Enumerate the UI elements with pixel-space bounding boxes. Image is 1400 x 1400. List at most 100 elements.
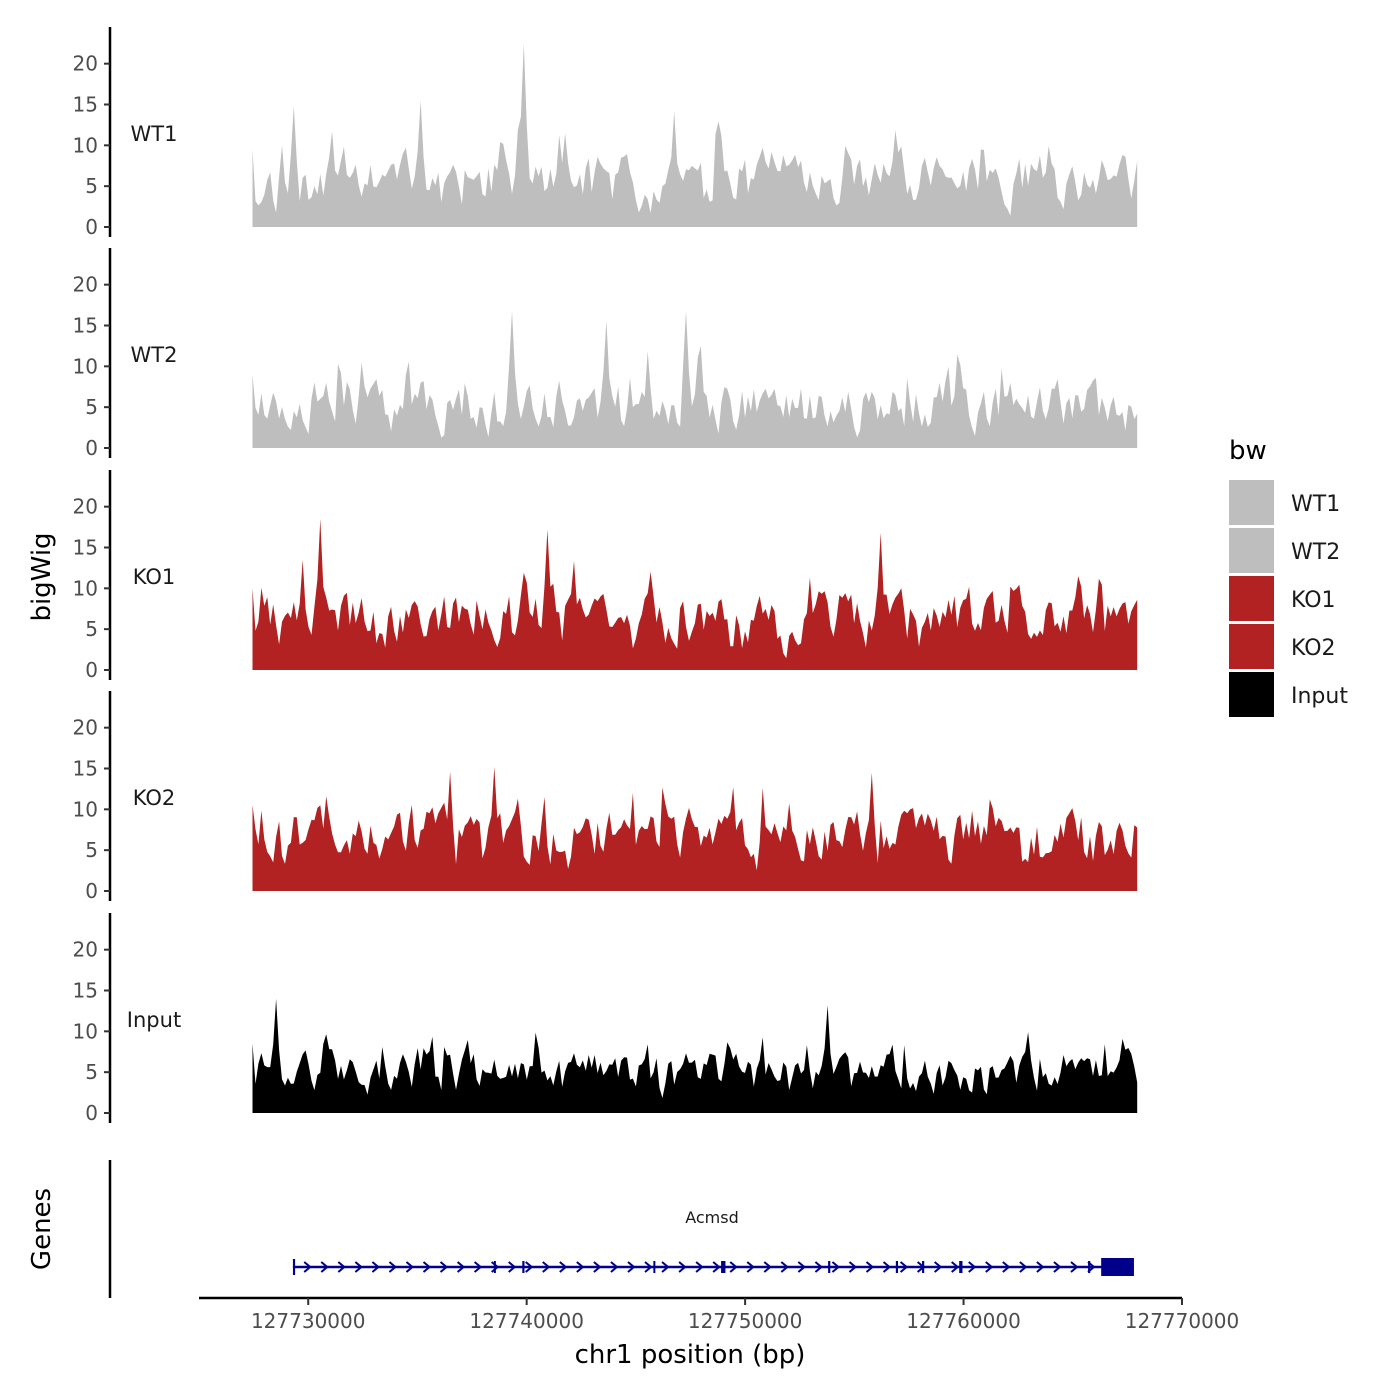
x-ticks: 127730000 127740000 127750000 127760000 1277… [251, 1298, 1239, 1333]
strand-arrow [814, 1261, 823, 1273]
strand-arrow [627, 1261, 636, 1273]
track-wt2: 0 5 10 15 20 WT2 [73, 248, 1138, 460]
gene-exon [895, 1261, 899, 1273]
legend-swatch [1229, 672, 1274, 717]
genes-panel: Acmsd [108, 1160, 1134, 1298]
strand-arrow [661, 1261, 670, 1273]
x-axis: 127730000 127740000 127750000 127760000 1277… [199, 1296, 1239, 1333]
legend-swatch [1229, 624, 1274, 669]
y-tick-label: 20 [73, 52, 98, 76]
y-tick-label: 0 [85, 436, 98, 460]
y-tick-label: 15 [73, 536, 98, 560]
track-input: 0 5 10 15 20 Input [73, 913, 1138, 1125]
legend-swatch [1229, 576, 1274, 621]
legend-swatch [1229, 528, 1274, 573]
strand-arrow [848, 1261, 858, 1273]
signal-area-input [252, 998, 1138, 1113]
strand-arrow [491, 1261, 500, 1273]
y-tick-label: 5 [85, 1060, 98, 1084]
y-tick-label: 10 [73, 354, 98, 378]
strand-arrow [746, 1261, 755, 1273]
strand-arrow [882, 1261, 892, 1273]
gene-exon [292, 1259, 296, 1275]
strand-arrow [1036, 1261, 1045, 1273]
y-tick-label: 15 [73, 757, 98, 781]
strand-arrow [593, 1261, 602, 1273]
y-tick-label: 0 [85, 879, 98, 903]
y-axis-title: bigWig [27, 532, 57, 621]
x-tick-label: 127750000 [688, 1309, 803, 1333]
x-tick-label: 127730000 [251, 1309, 366, 1333]
strand-arrow [831, 1261, 840, 1273]
strand-arrow [1070, 1261, 1079, 1273]
y-tick-label: 15 [73, 93, 98, 117]
x-tick-label: 127740000 [469, 1309, 584, 1333]
strand-arrow [1053, 1261, 1062, 1273]
strand-arrow [899, 1261, 909, 1273]
y-tick-label: 15 [73, 314, 98, 338]
genes-axis-title: Genes [27, 1188, 57, 1270]
strand-arrow [303, 1261, 312, 1273]
strand-arrow [695, 1261, 704, 1273]
legend-swatch [1229, 480, 1274, 525]
x-tick-label: 127760000 [906, 1309, 1021, 1333]
track-label: KO1 [133, 565, 176, 589]
track-label: Input [127, 1008, 181, 1032]
track-label: KO2 [133, 786, 176, 810]
strand-arrow [763, 1261, 772, 1273]
strand-arrow [473, 1261, 483, 1273]
y-tick-label: 5 [85, 174, 98, 198]
y-tick-label: 10 [73, 133, 98, 157]
track-ko1: 0 5 10 15 20 KO1 [73, 470, 1138, 682]
legend-items: WT1 WT2 KO1 KO2 Input [1229, 480, 1348, 717]
gene-label: Acmsd [685, 1208, 739, 1227]
strand-arrow [678, 1261, 687, 1273]
y-tick-label: 20 [73, 716, 98, 740]
y-tick-label: 0 [85, 215, 98, 239]
signal-area-wt2 [252, 310, 1138, 448]
y-tick-label: 5 [85, 838, 98, 862]
track-wt1: 0 5 10 15 20 WT1 [73, 27, 1138, 239]
strand-arrow [337, 1261, 346, 1273]
y-tick-label: 5 [85, 617, 98, 641]
legend-label: WT2 [1291, 540, 1340, 565]
track-ko2: 0 5 10 15 20 KO2 [73, 691, 1138, 903]
strand-arrow [780, 1261, 789, 1273]
x-axis-title: chr1 position (bp) [575, 1340, 806, 1370]
legend-item-wt1: WT1 [1229, 480, 1340, 525]
strand-arrow [422, 1261, 432, 1273]
y-tick-label: 15 [73, 979, 98, 1003]
track-label: WT2 [131, 343, 178, 367]
legend-title: bw [1229, 436, 1267, 466]
legend-label: KO1 [1291, 588, 1336, 613]
signal-area-ko1 [252, 518, 1138, 670]
strand-arrow [456, 1261, 466, 1273]
strand-arrow [985, 1261, 994, 1273]
strand-arrow [968, 1261, 977, 1273]
legend: bw WT1 WT2 KO1 KO2 Input [1229, 436, 1348, 717]
strand-arrow [865, 1261, 875, 1273]
y-tick-label: 5 [85, 395, 98, 419]
strand-arrow [712, 1261, 721, 1273]
signal-area-ko2 [252, 766, 1138, 891]
y-tick-label: 20 [73, 273, 98, 297]
strand-arrow [797, 1261, 806, 1273]
gene-exon [1101, 1258, 1134, 1276]
y-tick-label: 20 [73, 938, 98, 962]
gene-exon [493, 1261, 496, 1273]
x-tick-label: 127770000 [1125, 1309, 1240, 1333]
strand-arrow [439, 1261, 449, 1273]
strand-arrow [508, 1261, 517, 1273]
track-label: WT1 [131, 122, 178, 146]
gene-exon [1088, 1261, 1091, 1273]
y-tick-label: 10 [73, 797, 98, 821]
gene-exon [828, 1261, 831, 1273]
signal-tracks: 0 5 10 15 20 WT1 0 5 10 15 20 WT2 0 5 10 15 20 KO1 0 5 10 15 2… [73, 27, 1138, 1125]
signal-area-wt1 [252, 43, 1138, 227]
strand-arrow [951, 1261, 960, 1273]
legend-item-wt2: WT2 [1229, 528, 1340, 573]
strand-arrow [354, 1261, 363, 1273]
y-tick-label: 10 [73, 1019, 98, 1043]
strand-arrow [525, 1261, 534, 1273]
